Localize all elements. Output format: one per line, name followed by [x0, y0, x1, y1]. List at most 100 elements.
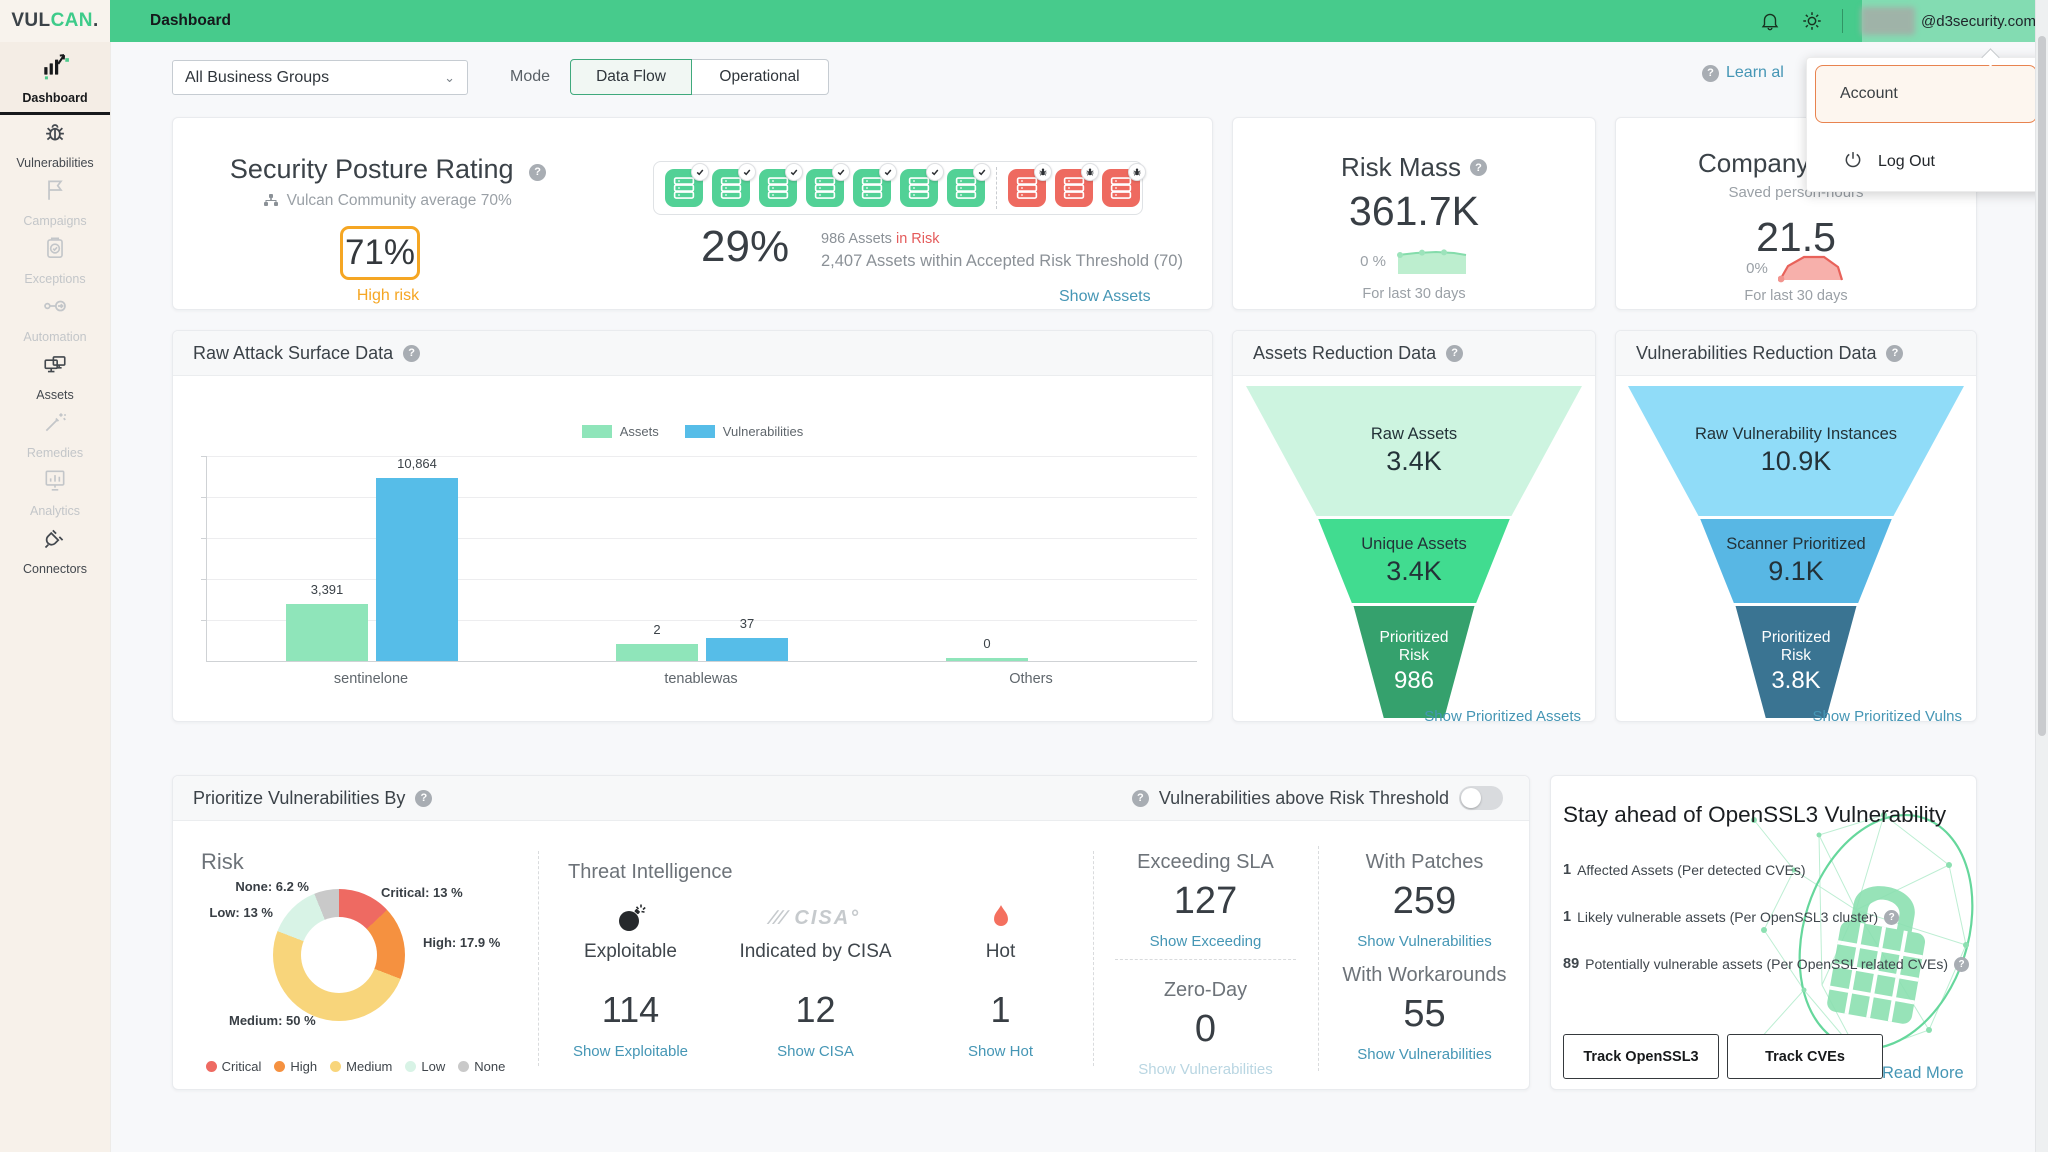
chart-legend: Assets Vulnerabilities — [173, 424, 1212, 439]
server-safe-icon — [712, 163, 756, 207]
show-cisa-link[interactable]: Show CISA — [777, 1043, 854, 1060]
donut-label-critical: Critical: 13 % — [381, 885, 463, 900]
sidebar-item-dashboard[interactable]: Dashboard — [0, 42, 110, 115]
risk-label: Risk — [201, 849, 244, 874]
sidebar-item-exceptions[interactable]: Exceptions — [0, 231, 110, 289]
vulcan-logo[interactable]: VUL CAN. — [0, 0, 110, 42]
bar-group-sentinelone: 3,391 10,864 — [207, 456, 537, 661]
read-more-link[interactable]: Read More — [1882, 1064, 1964, 1082]
bar-chart-plot: 3,391 10,864 2 37 0 — [201, 456, 1197, 662]
check-badge-icon — [973, 163, 991, 181]
analytics-board-icon — [42, 467, 68, 498]
show-assets-link[interactable]: Show Assets — [1059, 288, 1151, 305]
stat-exceeding-sla: Exceeding SLA 127 Show Exceeding — [1137, 851, 1274, 950]
topbar: VUL CAN. Dashboard @d3security.com — [0, 0, 2048, 42]
ti-exploitable: Exploitable 114 Show Exploitable — [538, 899, 723, 1060]
openssl-title: Stay ahead of OpenSSL3 Vulnerability — [1563, 802, 1947, 827]
security-posture-card: Security Posture Rating ? Vulcan Communi… — [172, 117, 1213, 310]
help-icon[interactable]: ? — [1886, 344, 1904, 362]
sidebar-item-vulnerabilities[interactable]: Vulnerabilities — [0, 115, 110, 173]
logo-text-green: CAN — [50, 10, 93, 31]
settings-gear-icon[interactable] — [1800, 9, 1824, 33]
risk-threshold-toggle[interactable] — [1459, 786, 1503, 810]
openssl-card: Stay ahead of OpenSSL3 Vulnerability 1 Af… — [1550, 775, 1977, 1090]
sidebar-item-label: Analytics — [29, 503, 81, 518]
network-lock-illustration — [1751, 812, 1974, 1058]
user-menu-trigger[interactable]: @d3security.com — [1861, 7, 2036, 35]
cisa-logo-icon: ∕∕∕ CISA° — [770, 906, 861, 929]
community-average: Vulcan Community average 70% — [173, 192, 603, 210]
user-avatar — [1861, 7, 1916, 35]
help-icon[interactable]: ? — [1469, 159, 1487, 176]
card-title: Vulnerabilities Reduction Data — [1636, 342, 1877, 363]
check-badge-icon — [785, 163, 803, 181]
help-icon[interactable]: ? — [529, 163, 547, 181]
risk-mass-sparkline — [1396, 249, 1467, 274]
menu-item-logout[interactable]: Log Out — [1807, 140, 2045, 184]
show-vulnerabilities-link[interactable]: Show Vulnerabilities — [1357, 1046, 1492, 1063]
card-title: Raw Attack Surface Data — [193, 342, 394, 363]
posture-score: 71% — [340, 226, 420, 280]
show-exploitable-link[interactable]: Show Exploitable — [572, 1043, 689, 1060]
openssl-line-1: 1 Affected Assets (Per detected CVEs) — [1563, 862, 1806, 878]
sidebar-item-campaigns[interactable]: Campaigns — [0, 173, 110, 231]
server-divider — [996, 167, 997, 209]
sidebar-item-analytics[interactable]: Analytics — [0, 463, 110, 521]
server-safe-icon — [853, 163, 897, 207]
help-icon[interactable]: ? — [1131, 789, 1149, 807]
business-group-value: All Business Groups — [185, 68, 330, 86]
sidebar-item-assets[interactable]: Assets — [0, 347, 110, 405]
bar-assets-tenablewas: 2 — [616, 622, 698, 661]
raw-attack-surface-card: Raw Attack Surface Data ? Assets Vulnera… — [172, 330, 1213, 722]
help-icon[interactable]: ? — [1884, 909, 1900, 925]
stats-divider — [1318, 846, 1319, 1071]
track-openssl3-button[interactable]: Track OpenSSL3 — [1563, 1034, 1719, 1079]
show-vulnerabilities-link[interactable]: Show Vulnerabilities — [1138, 1061, 1273, 1078]
bug-icon — [42, 119, 68, 150]
bar-vulns-sentinelone: 10,864 — [376, 456, 458, 661]
sidebar-item-label: Connectors — [23, 561, 87, 576]
stat-divider — [1115, 959, 1296, 960]
notifications-bell-icon[interactable] — [1758, 9, 1782, 33]
mode-data-flow-button[interactable]: Data Flow — [570, 59, 692, 95]
legend-swatch-assets — [581, 425, 612, 438]
help-icon[interactable]: ? — [1446, 344, 1464, 362]
bar-assets-others: 0 — [946, 636, 1028, 661]
business-group-select[interactable]: All Business Groups ⌄ — [172, 60, 468, 95]
sidebar-item-connectors[interactable]: Connectors — [0, 521, 110, 579]
sidebar-item-automation[interactable]: Automation — [0, 289, 110, 347]
learn-link[interactable]: ? Learn al — [1702, 64, 1784, 82]
help-icon[interactable]: ? — [1954, 956, 1970, 972]
show-prioritized-assets-link[interactable]: Show Prioritized Assets — [1424, 708, 1581, 725]
risk-mass-period: For last 30 days — [1362, 286, 1466, 302]
show-vulnerabilities-link[interactable]: Show Vulnerabilities — [1357, 933, 1492, 950]
track-cves-button[interactable]: Track CVEs — [1727, 1034, 1883, 1079]
card-title: Risk Mass? — [1233, 152, 1595, 183]
bar-group-others: 0 — [867, 456, 1197, 661]
mode-operational-button[interactable]: Operational — [691, 59, 829, 95]
bar-assets-sentinelone: 3,391 — [286, 582, 368, 661]
help-icon[interactable]: ? — [415, 789, 433, 807]
card-title: Prioritize Vulnerabilities By — [193, 787, 406, 808]
menu-item-account[interactable]: Account — [1815, 65, 2037, 123]
user-dropdown-menu: Account Log Out — [1806, 57, 2046, 192]
bomb-icon — [615, 899, 647, 937]
posture-score-label: High risk — [356, 287, 420, 304]
help-icon[interactable]: ? — [403, 344, 421, 362]
scrollbar-track[interactable] — [2035, 0, 2048, 1152]
card-title: Company — [1698, 148, 1810, 178]
sidebar-item-remedies[interactable]: Remedies — [0, 405, 110, 463]
show-exceeding-link[interactable]: Show Exceeding — [1149, 933, 1262, 950]
company-sparkline — [1777, 255, 1843, 283]
scrollbar-thumb[interactable] — [2038, 36, 2046, 736]
logo-text-dot: . — [92, 10, 99, 31]
server-safe-icon — [806, 163, 850, 207]
risk-mass-delta: 0 % — [1360, 252, 1386, 270]
show-prioritized-vulns-link[interactable]: Show Prioritized Vulns — [1812, 708, 1962, 725]
show-hot-link[interactable]: Show Hot — [967, 1043, 1034, 1060]
risk-mass-value: 361.7K — [1349, 188, 1479, 234]
sidebar-item-label: Campaigns — [23, 213, 87, 228]
flag-icon — [42, 177, 68, 208]
stats-section: Exceeding SLA 127 Show Exceeding Zero-Da… — [1093, 821, 1531, 1091]
